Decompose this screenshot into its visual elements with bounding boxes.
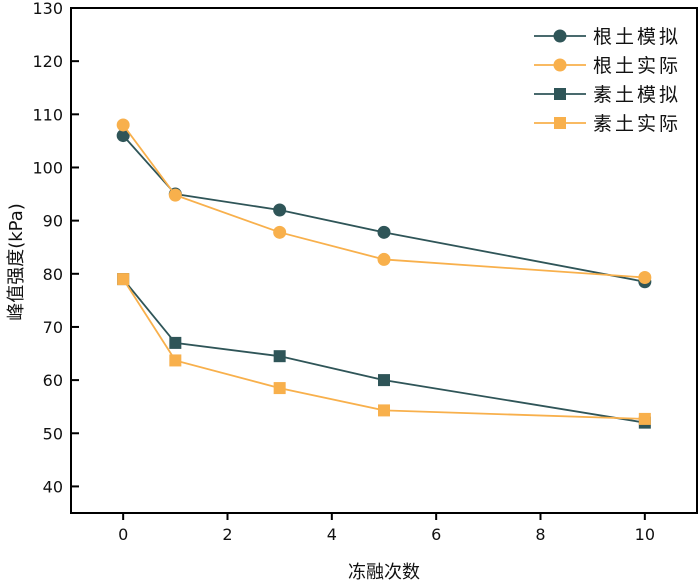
y-tick-label: 90: [43, 212, 63, 231]
data-point: [169, 354, 182, 367]
legend-marker: [553, 58, 567, 72]
data-point: [117, 273, 130, 286]
y-tick-label: 80: [43, 265, 63, 284]
x-tick-label: 2: [222, 525, 232, 544]
legend-marker: [554, 117, 566, 129]
legend-marker: [553, 29, 567, 43]
series-line: [122, 278, 645, 424]
data-point: [273, 225, 287, 239]
legend-label: 根土实际: [593, 55, 681, 77]
data-point: [116, 118, 130, 132]
x-tick-label: 8: [535, 525, 545, 544]
series-1: [116, 118, 652, 285]
plot-frame: [70, 7, 698, 514]
y-tick-label: 100: [32, 158, 63, 177]
x-tick-label: 0: [118, 525, 128, 544]
data-point: [378, 374, 390, 387]
data-point: [377, 225, 391, 239]
series-3: [117, 273, 651, 425]
legend-label: 素土模拟: [593, 84, 681, 106]
y-tick-label: 120: [32, 52, 63, 71]
legend-marker: [554, 88, 566, 100]
y-tick-label: 70: [43, 318, 63, 337]
data-point: [638, 271, 652, 285]
data-point: [116, 129, 130, 143]
legend-label: 根土模拟: [593, 26, 681, 48]
y-tick-label: 60: [43, 371, 63, 390]
x-tick-label: 4: [327, 525, 337, 544]
x-tick-label: 10: [635, 525, 655, 544]
y-tick-label: 40: [43, 477, 63, 496]
y-tick-label: 130: [32, 0, 63, 18]
data-point: [169, 336, 182, 349]
y-tick-label: 110: [32, 105, 63, 124]
data-point: [638, 412, 651, 425]
data-point: [273, 203, 287, 217]
data-point: [273, 350, 286, 363]
y-axis-label: 峰值强度(kPa): [6, 203, 27, 321]
y-tick-label: 50: [43, 424, 63, 443]
data-point: [273, 382, 286, 395]
data-point: [378, 404, 390, 417]
x-axis-label: 冻融次数: [348, 562, 420, 583]
x-tick-label: 6: [431, 525, 441, 544]
series-line: [122, 278, 645, 420]
legend-label: 素土实际: [593, 113, 681, 135]
data-point: [168, 188, 182, 202]
data-point: [377, 252, 391, 266]
